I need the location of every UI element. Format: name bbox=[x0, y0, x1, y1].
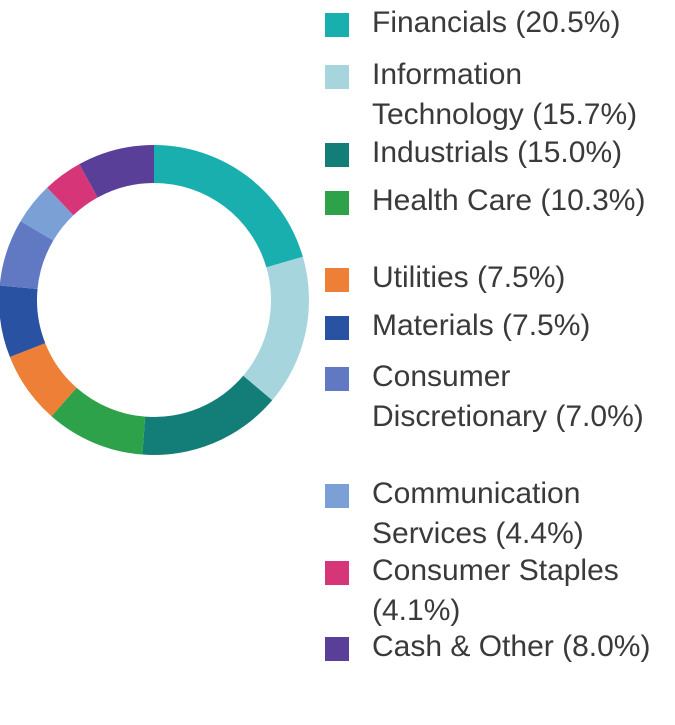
legend-label: Communication Services (4.4%) bbox=[372, 477, 584, 550]
donut-slice bbox=[0, 285, 46, 358]
donut-slice bbox=[154, 145, 303, 268]
legend-label: Consumer Staples (4.1%) bbox=[372, 554, 619, 627]
legend-swatch bbox=[325, 367, 349, 391]
legend-label: Industrials (15.0%) bbox=[372, 136, 623, 169]
legend-label: Consumer Discretionary (7.0%) bbox=[372, 360, 644, 433]
legend-label: Financials (20.5%) bbox=[372, 6, 621, 39]
donut-slice bbox=[9, 343, 77, 417]
legend-swatch bbox=[325, 13, 349, 37]
legend-swatch bbox=[325, 316, 349, 340]
legend-swatch bbox=[325, 637, 349, 661]
donut-slice bbox=[51, 387, 146, 455]
legend-swatch bbox=[325, 191, 349, 215]
legend-label: Utilities (7.5%) bbox=[372, 261, 566, 294]
donut-slice bbox=[0, 221, 54, 289]
donut-slice bbox=[47, 164, 98, 216]
legend-swatch bbox=[325, 561, 349, 585]
legend-swatch bbox=[325, 268, 349, 292]
legend-swatch bbox=[325, 143, 349, 167]
donut-slice bbox=[79, 145, 154, 198]
legend-label: Materials (7.5%) bbox=[372, 309, 591, 342]
legend-swatch bbox=[325, 65, 349, 89]
donut-slice bbox=[20, 187, 74, 241]
legend-label: Cash & Other (8.0%) bbox=[372, 630, 651, 663]
legend-swatch bbox=[325, 484, 349, 508]
donut-slice bbox=[243, 256, 309, 401]
donut-slice bbox=[142, 375, 273, 455]
donut-chart bbox=[0, 145, 309, 455]
legend-label: Information Technology (15.7%) bbox=[372, 58, 638, 131]
legend-label: Health Care (10.3%) bbox=[372, 184, 646, 217]
